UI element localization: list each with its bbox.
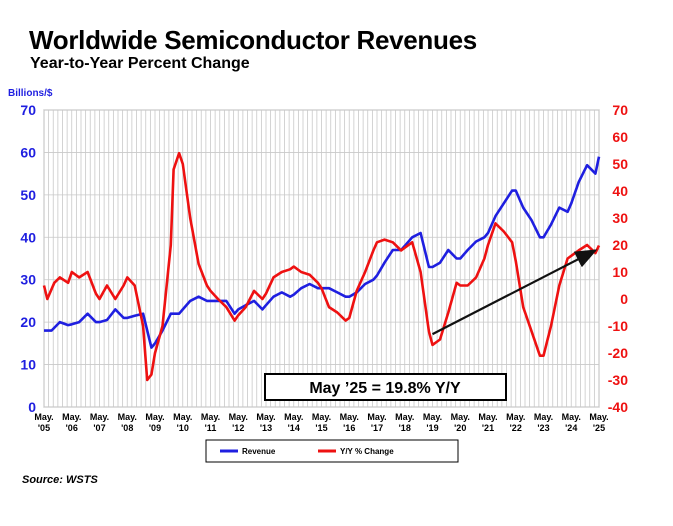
annotation-text: May ’25 = 19.8% Y/Y bbox=[309, 380, 461, 397]
x-tick-label-month: May. bbox=[506, 412, 525, 422]
x-tick-label-month: May. bbox=[145, 412, 164, 422]
x-tick-label-year: '22 bbox=[510, 423, 522, 433]
x-tick-label-year: '14 bbox=[288, 423, 300, 433]
left-axis-tick-label: 30 bbox=[20, 272, 36, 288]
x-tick-label-month: May. bbox=[589, 412, 608, 422]
x-tick-label-month: May. bbox=[367, 412, 386, 422]
x-tick-label-month: May. bbox=[478, 412, 497, 422]
x-tick-label-month: May. bbox=[256, 412, 275, 422]
right-axis-tick-label: 60 bbox=[612, 129, 628, 145]
x-tick-label-month: May. bbox=[201, 412, 220, 422]
source-note: Source: WSTS bbox=[22, 474, 98, 486]
right-axis-tick-label: -10 bbox=[608, 318, 628, 334]
chart-title: Worldwide Semiconductor Revenues bbox=[29, 25, 477, 55]
left-axis-tick-label: 50 bbox=[20, 187, 36, 203]
trend-arrow bbox=[431, 249, 598, 336]
right-axis-tick-label: 70 bbox=[612, 102, 628, 118]
x-tick-label-year: '23 bbox=[537, 423, 549, 433]
chart-subtitle: Year-to-Year Percent Change bbox=[30, 55, 250, 72]
x-tick-label-year: '12 bbox=[232, 423, 244, 433]
x-tick-label-month: May. bbox=[118, 412, 137, 422]
right-axis-tick-label: 20 bbox=[612, 237, 628, 253]
x-tick-label-month: May. bbox=[173, 412, 192, 422]
x-tick-label-year: '17 bbox=[371, 423, 383, 433]
x-tick-label-month: May. bbox=[534, 412, 553, 422]
left-axis-tick-label: 70 bbox=[20, 102, 36, 118]
x-tick-label-year: '15 bbox=[315, 423, 327, 433]
right-axis-tick-label: 30 bbox=[612, 210, 628, 226]
legend-label: Y/Y % Change bbox=[340, 447, 394, 456]
right-axis-tick-label: 50 bbox=[612, 156, 628, 172]
legend-label: Revenue bbox=[242, 447, 276, 456]
x-tick-label-year: '21 bbox=[482, 423, 494, 433]
x-tick-label-month: May. bbox=[34, 412, 53, 422]
right-axis-tick-label: -30 bbox=[608, 372, 628, 388]
left-axis-label: Billions/$ bbox=[8, 88, 53, 99]
x-tick-label-year: '06 bbox=[66, 423, 78, 433]
x-tick-label-year: '10 bbox=[177, 423, 189, 433]
x-tick-label-year: '18 bbox=[399, 423, 411, 433]
x-tick-label-year: '09 bbox=[149, 423, 161, 433]
x-tick-label-year: '25 bbox=[593, 423, 605, 433]
left-axis-tick-label: 40 bbox=[20, 229, 36, 245]
left-axis-tick-label: 20 bbox=[20, 314, 36, 330]
x-tick-label-year: '13 bbox=[260, 423, 272, 433]
right-axis-tick-label: -20 bbox=[608, 345, 628, 361]
x-tick-label-year: '11 bbox=[205, 423, 217, 433]
x-tick-label-year: '20 bbox=[454, 423, 466, 433]
x-tick-label-month: May. bbox=[62, 412, 81, 422]
x-tick-label-year: '08 bbox=[121, 423, 133, 433]
x-tick-label-year: '24 bbox=[565, 423, 577, 433]
x-tick-label-month: May. bbox=[562, 412, 581, 422]
x-tick-label-month: May. bbox=[451, 412, 470, 422]
left-axis-tick-label: 0 bbox=[28, 399, 36, 415]
x-tick-label-month: May. bbox=[423, 412, 442, 422]
right-axis-tick-label: 10 bbox=[612, 264, 628, 280]
x-tick-label-month: May. bbox=[312, 412, 331, 422]
annotation-box bbox=[264, 373, 507, 401]
x-tick-label-year: '05 bbox=[38, 423, 50, 433]
left-axis-tick-label: 60 bbox=[20, 144, 36, 160]
right-axis-tick-label: 40 bbox=[612, 183, 628, 199]
x-tick-label-month: May. bbox=[229, 412, 248, 422]
x-tick-label-month: May. bbox=[340, 412, 359, 422]
right-axis-tick-label: -40 bbox=[608, 399, 628, 415]
x-tick-label-month: May. bbox=[395, 412, 414, 422]
x-tick-label-month: May. bbox=[284, 412, 303, 422]
right-axis-tick-label: 0 bbox=[620, 291, 628, 307]
left-axis-tick-label: 10 bbox=[20, 357, 36, 373]
x-tick-label-month: May. bbox=[90, 412, 109, 422]
x-tick-label-year: '16 bbox=[343, 423, 355, 433]
x-tick-label-year: '19 bbox=[426, 423, 438, 433]
yoy-change-line bbox=[42, 151, 601, 382]
x-tick-label-year: '07 bbox=[93, 423, 105, 433]
